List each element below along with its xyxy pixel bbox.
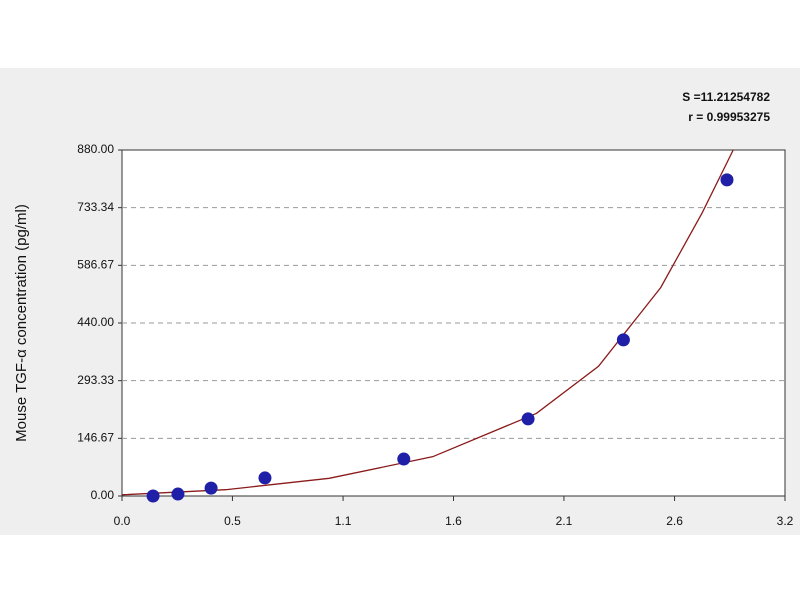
y-tick-label: 146.67: [77, 431, 114, 445]
y-tick-label: 0.00: [91, 488, 115, 502]
x-tick-label: 0.5: [224, 514, 241, 528]
x-tick-label: 1.1: [335, 514, 352, 528]
y-tick-label: 293.33: [77, 373, 114, 387]
y-tick-label: 586.67: [77, 258, 114, 272]
data-point: [171, 487, 185, 501]
y-tick-label: 880.00: [77, 142, 114, 156]
x-tick-label: 0.0: [114, 514, 131, 528]
annotation: S =11.21254782: [682, 90, 770, 104]
data-point: [258, 471, 272, 485]
x-tick-label: 1.6: [445, 514, 462, 528]
x-tick-label: 2.6: [666, 514, 683, 528]
data-point: [146, 489, 160, 503]
annotation: r = 0.99953275: [688, 110, 770, 124]
x-tick-label: 3.2: [777, 514, 794, 528]
data-point: [204, 481, 218, 495]
data-point: [397, 452, 411, 466]
data-point: [616, 333, 630, 347]
x-tick-label: 2.1: [556, 514, 573, 528]
fit-curve: [121, 149, 734, 496]
data-point: [521, 412, 535, 426]
data-point: [720, 173, 734, 187]
y-tick-label: 440.00: [77, 315, 114, 329]
y-axis-label: Mouse TGF-α concentration (pg/ml): [13, 204, 30, 442]
y-tick-label: 733.34: [77, 200, 114, 214]
